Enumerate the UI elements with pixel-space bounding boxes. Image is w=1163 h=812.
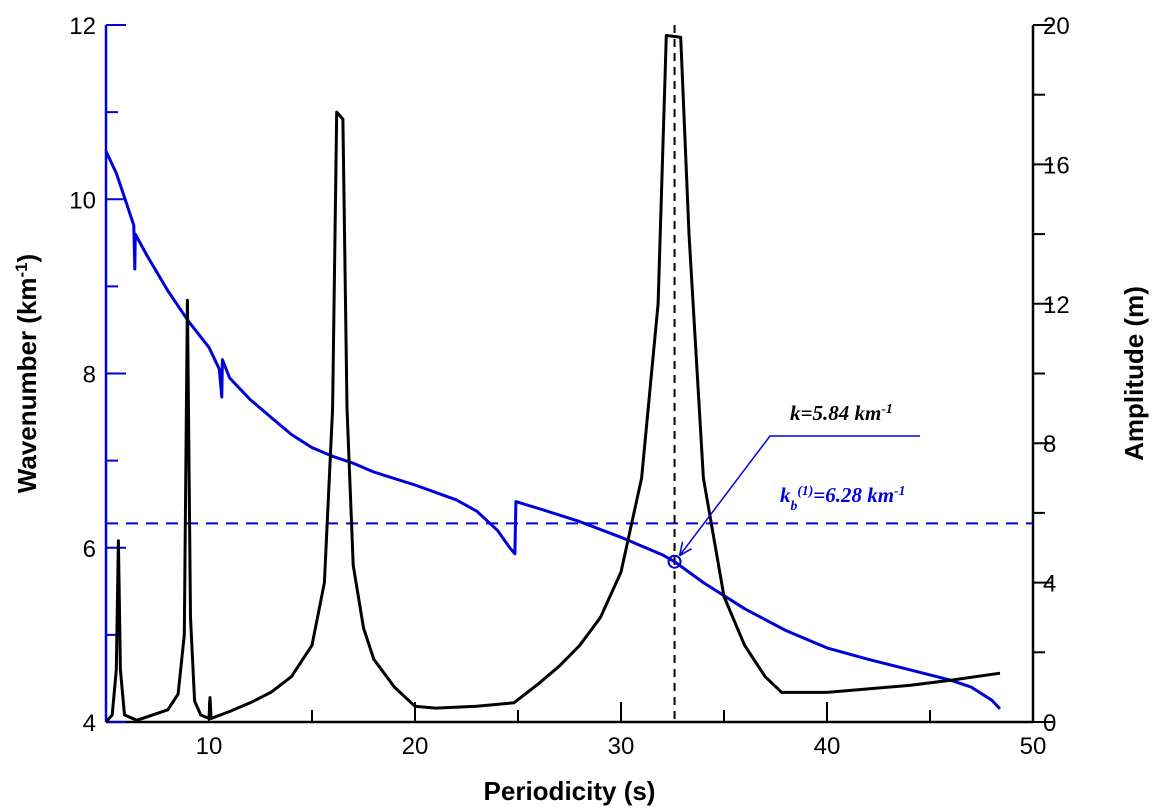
x-tick-label: 30 (608, 733, 635, 760)
x-tick-label: 20 (402, 733, 429, 760)
text-part: b (791, 498, 798, 513)
annotation-arrowhead (678, 541, 692, 557)
y-tick-label: 4 (83, 710, 96, 737)
x-axis-label: Periodicity (s) (484, 776, 656, 806)
text-part: =6.28 km (813, 483, 894, 507)
y-axis-label: Wavenumber (km-1) (12, 254, 43, 493)
annotation: k=5.84 km-1 (790, 401, 893, 426)
text-part: ) (12, 254, 42, 263)
text-part: k (780, 483, 791, 507)
y2-tick-label: 16 (1043, 152, 1070, 179)
data-line (104, 150, 1002, 710)
y-tick-label: 12 (69, 13, 96, 40)
y-tick-label: 10 (69, 187, 96, 214)
text-part: -1 (881, 401, 892, 416)
y-tick-label: 8 (83, 362, 96, 389)
y2-tick-label: 0 (1043, 710, 1056, 737)
data-line (104, 34, 1001, 723)
highlight-point (667, 554, 682, 569)
x-tick-label: 40 (814, 733, 841, 760)
text-part: (1) (797, 483, 813, 499)
y-tick-label: 6 (83, 536, 96, 563)
x-tick-label: 10 (196, 733, 223, 760)
text-part: -1 (12, 262, 31, 277)
annotation-leader (678, 435, 920, 557)
text-part: -1 (894, 483, 905, 498)
y2-tick-label: 8 (1043, 431, 1056, 458)
text-part: Wavenumber (km (12, 277, 42, 493)
y2-tick-label: 4 (1043, 571, 1056, 598)
y2-tick-label: 20 (1043, 13, 1070, 40)
y2-tick-label: 12 (1043, 292, 1070, 319)
text-part: k=5.84 km (790, 401, 881, 425)
annotation: kb(1)=6.28 km-1 (780, 483, 905, 513)
y2-axis-label: Amplitude (m) (1119, 286, 1149, 461)
x-tick-label: 50 (1020, 733, 1047, 760)
